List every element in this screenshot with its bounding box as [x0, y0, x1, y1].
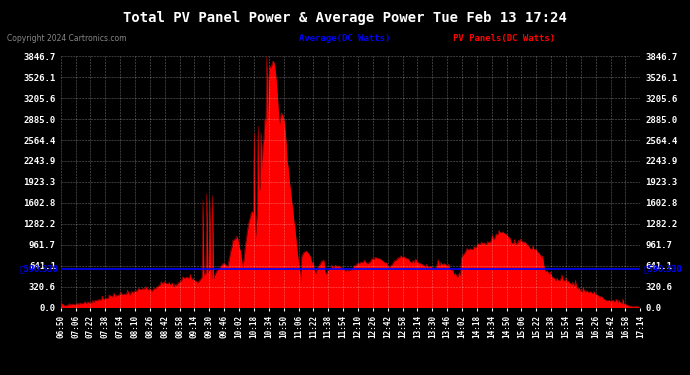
Text: Total PV Panel Power & Average Power Tue Feb 13 17:24: Total PV Panel Power & Average Power Tue… — [123, 11, 567, 25]
Text: ⮞590.330: ⮞590.330 — [643, 264, 682, 273]
Text: PV Panels(DC Watts): PV Panels(DC Watts) — [453, 34, 555, 43]
Text: ⮜590.330: ⮜590.330 — [20, 264, 59, 273]
Text: Copyright 2024 Cartronics.com: Copyright 2024 Cartronics.com — [7, 34, 126, 43]
Text: Average(DC Watts): Average(DC Watts) — [299, 34, 391, 43]
